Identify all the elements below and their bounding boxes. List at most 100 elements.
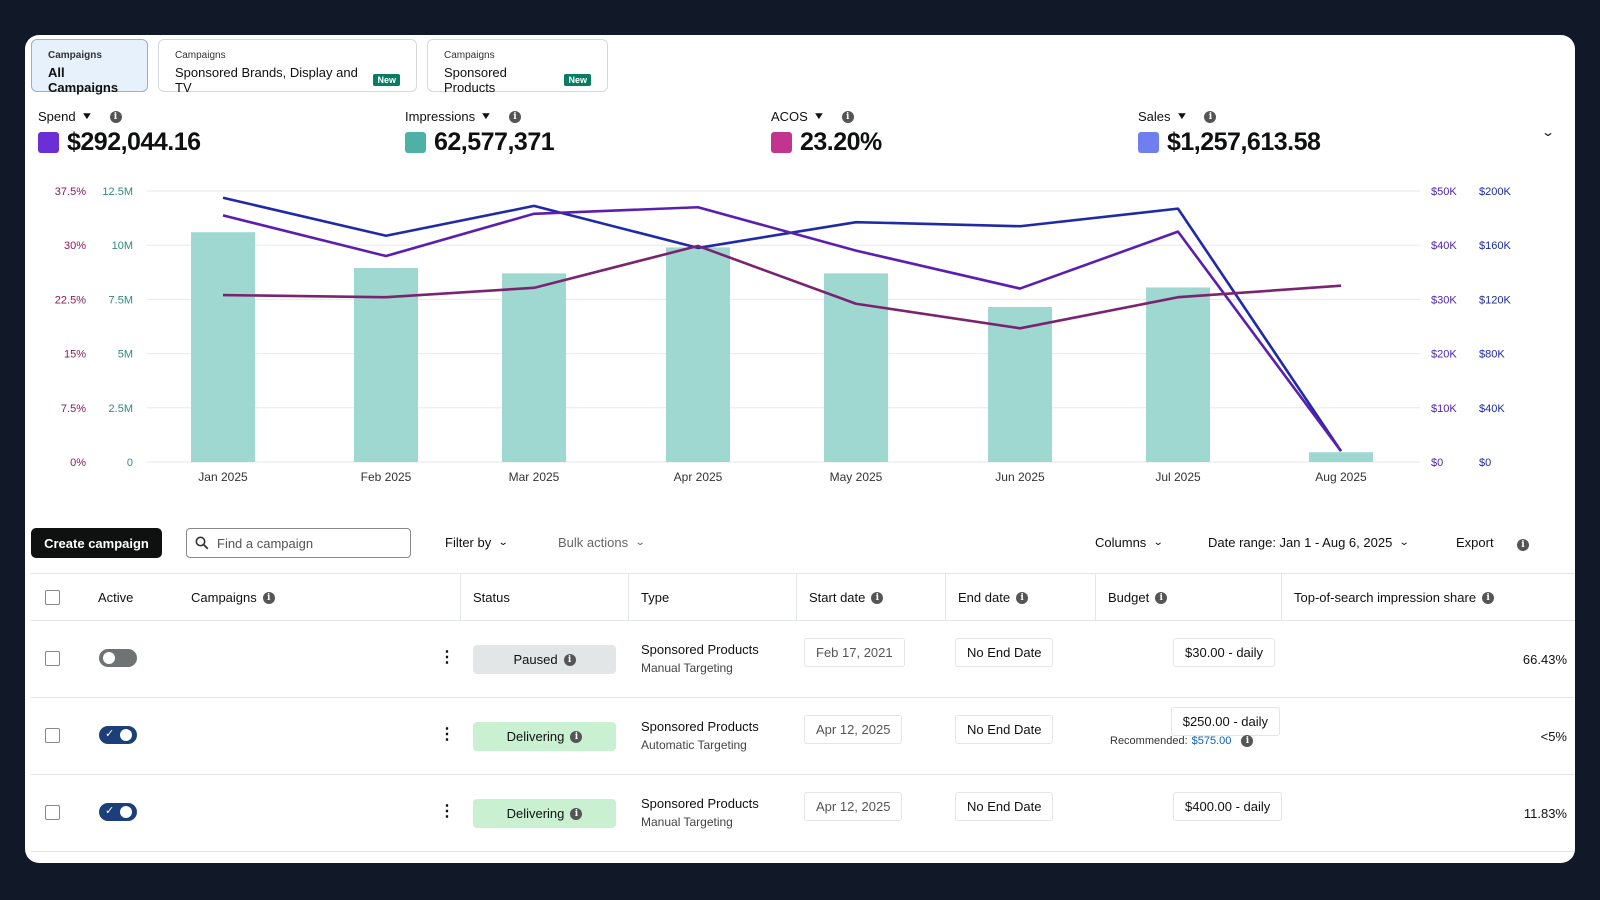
impressions-axis-tick: 12.5M (102, 186, 133, 198)
budget-value[interactable]: $250.00 - daily (1170, 707, 1280, 736)
more-options-icon[interactable]: ⋮ (439, 726, 455, 743)
campaign-type: Sponsored Products (641, 719, 759, 734)
tab-label: Sponsored Products (444, 65, 507, 95)
select-all-checkbox[interactable] (45, 590, 60, 605)
chevron-down-icon: ▼ (812, 111, 826, 122)
start-date-value[interactable]: Apr 12, 2025 (804, 792, 903, 821)
targeting-type: Automatic Targeting (641, 738, 747, 752)
toggle-knob (120, 729, 132, 741)
sales-axis-tick: $0 (1479, 457, 1491, 469)
chevron-down-icon: ⌄ (634, 537, 646, 548)
spend-color-swatch[interactable] (38, 132, 59, 153)
row-checkbox[interactable] (45, 728, 60, 743)
info-icon[interactable]: i (262, 591, 275, 604)
campaign-search-box[interactable] (186, 528, 411, 558)
budget-value[interactable]: $30.00 - daily (1173, 638, 1276, 667)
column-header-start-date[interactable]: Start date (809, 590, 866, 605)
end-date-value[interactable]: No End Date (955, 792, 1054, 821)
spend-axis-tick: $50K (1431, 186, 1457, 198)
new-badge: New (373, 74, 400, 86)
acos-color-swatch[interactable] (771, 132, 792, 153)
metric-value: $292,044.16 (67, 128, 201, 156)
info-icon[interactable]: i (871, 591, 884, 604)
end-date-value[interactable]: No End Date (955, 638, 1054, 667)
chevron-down-icon: ⌄ (497, 537, 509, 548)
impressions-bar (502, 273, 566, 462)
info-icon[interactable]: i (1155, 591, 1168, 604)
metric-selector-impressions[interactable]: Impressions ▼ (405, 109, 492, 124)
tab-sponsored-brands-display-tv[interactable]: Campaigns Sponsored Brands, Display and … (158, 39, 417, 95)
info-icon[interactable]: i (570, 730, 583, 743)
performance-chart: 0% 7.5% 15% 22.5% 30% 37.5% 0 2.5M 5M 7.5M 10M 12.5… (55, 186, 1512, 484)
metric-selector-sales[interactable]: Sales ▼ (1138, 109, 1188, 124)
row-checkbox[interactable] (45, 651, 60, 666)
filter-by-dropdown[interactable]: Filter by ⌄ (445, 535, 509, 550)
column-header-end-date[interactable]: End date (958, 590, 1011, 605)
tab-eyebrow: Campaigns (175, 50, 226, 61)
tab-all-campaigns[interactable]: Campaigns All Campaigns (31, 39, 148, 95)
spend-axis-tick: $10K (1431, 403, 1457, 415)
top-of-search-share: 11.83% (1523, 806, 1567, 821)
info-icon[interactable]: i (1482, 591, 1495, 604)
acos-axis-tick: 0% (70, 457, 86, 469)
info-icon[interactable]: i (1204, 110, 1217, 123)
impressions-axis-tick: 10M (112, 240, 133, 252)
recommended-budget-link[interactable]: $575.00 (1191, 735, 1232, 747)
start-date-value[interactable]: Feb 17, 2021 (804, 638, 905, 667)
impressions-axis-tick: 2.5M (109, 403, 133, 415)
info-icon[interactable]: i (1016, 591, 1029, 604)
date-range-dropdown[interactable]: Date range: Jan 1 - Aug 6, 2025 ⌄ (1208, 535, 1410, 550)
impressions-axis-tick: 0 (127, 457, 133, 469)
metric-value: 23.20% (800, 128, 882, 156)
info-icon[interactable]: i (841, 110, 854, 123)
metric-selector-spend[interactable]: Spend ▼ (38, 109, 93, 124)
impressions-bar (1309, 452, 1373, 462)
columns-dropdown[interactable]: Columns ⌄ (1095, 535, 1164, 550)
campaign-type: Sponsored Products (641, 642, 759, 657)
x-axis-label: Mar 2025 (509, 470, 560, 484)
status-label: Delivering (506, 806, 565, 821)
column-header-active[interactable]: Active (98, 590, 134, 605)
impressions-bar (191, 232, 255, 462)
tab-eyebrow: Campaigns (48, 50, 102, 61)
bulk-actions-dropdown[interactable]: Bulk actions ⌄ (558, 535, 646, 550)
impressions-bar (1146, 287, 1210, 462)
expand-chart-chevron-icon[interactable]: ⌄ (1540, 125, 1556, 139)
active-toggle[interactable]: ✓ (99, 726, 137, 744)
info-icon[interactable]: i (570, 807, 583, 820)
create-campaign-button[interactable]: Create campaign (31, 528, 162, 558)
sales-color-swatch[interactable] (1138, 132, 1159, 153)
more-options-icon[interactable]: ⋮ (439, 803, 455, 820)
check-icon: ✓ (105, 728, 115, 740)
sales-axis-tick: $40K (1479, 403, 1505, 415)
info-icon[interactable]: i (109, 110, 122, 123)
info-icon[interactable]: i (508, 110, 521, 123)
info-icon[interactable]: i (563, 653, 576, 666)
table-row: ⋮ Paused i Sponsored Products Manual Targe… (31, 621, 1575, 698)
column-header-status[interactable]: Status (473, 590, 510, 605)
active-toggle[interactable]: ✓ (99, 803, 137, 821)
x-axis-label: Apr 2025 (674, 470, 723, 484)
export-button[interactable]: Export (1456, 535, 1494, 550)
impressions-axis-tick: 7.5M (109, 294, 133, 306)
acos-axis-tick: 30% (64, 240, 86, 252)
tab-sponsored-products[interactable]: Campaigns Sponsored Products New (427, 39, 608, 95)
column-header-budget[interactable]: Budget (1108, 590, 1150, 605)
acos-axis-tick: 7.5% (61, 403, 86, 415)
more-options-icon[interactable]: ⋮ (439, 649, 455, 666)
spend-axis-tick: $20K (1431, 349, 1457, 361)
column-header-type[interactable]: Type (641, 590, 670, 605)
impressions-color-swatch[interactable] (405, 132, 426, 153)
column-header-campaigns[interactable]: Campaigns (191, 590, 257, 605)
column-header-top-of-search-share[interactable]: Top-of-search impression share (1294, 590, 1477, 605)
acos-line (222, 244, 1342, 330)
search-input[interactable] (217, 535, 397, 551)
start-date-value[interactable]: Apr 12, 2025 (804, 715, 903, 744)
info-icon[interactable]: i (1241, 735, 1254, 747)
info-icon[interactable]: i (1517, 539, 1529, 551)
end-date-value[interactable]: No End Date (955, 715, 1054, 744)
metric-selector-acos[interactable]: ACOS ▼ (771, 109, 826, 124)
budget-value[interactable]: $400.00 - daily (1173, 792, 1283, 821)
active-toggle[interactable] (99, 649, 137, 667)
row-checkbox[interactable] (45, 805, 60, 820)
